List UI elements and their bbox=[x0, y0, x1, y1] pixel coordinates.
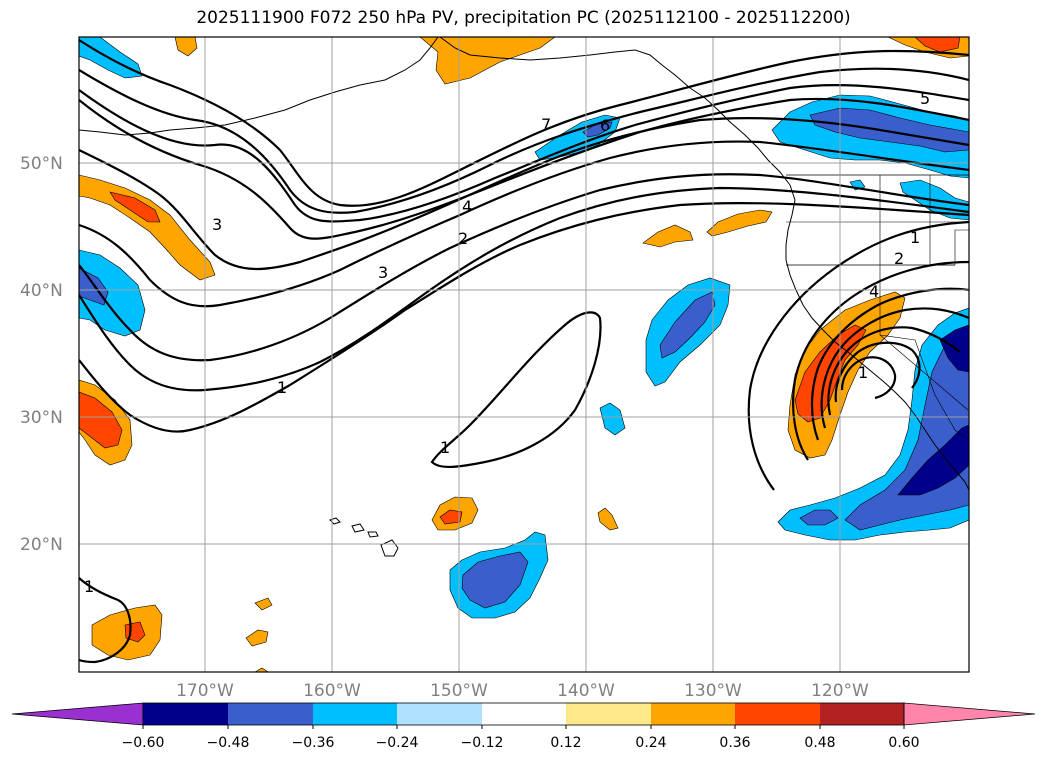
border bbox=[879, 334, 969, 441]
coastlines bbox=[79, 37, 969, 557]
colorbar-tick-label: −0.24 bbox=[376, 735, 419, 751]
colorbar-extend-low bbox=[11, 702, 144, 726]
colorbar-segment bbox=[228, 703, 313, 725]
colorbar-tick-label: −0.48 bbox=[207, 735, 250, 751]
contour-label: 1 bbox=[84, 577, 94, 596]
pv-contour bbox=[792, 260, 969, 461]
colorbar-extend-high bbox=[903, 702, 1036, 726]
colorbar-segment bbox=[566, 703, 651, 725]
colorbar-segment bbox=[313, 703, 397, 725]
precip-patch bbox=[439, 509, 463, 525]
colorbar-tick-label: −0.36 bbox=[292, 735, 335, 751]
contour-label: 3 bbox=[378, 263, 388, 282]
pv-contour bbox=[79, 186, 969, 392]
precip-patch bbox=[254, 597, 273, 611]
pv-contour bbox=[79, 116, 969, 271]
lon-label: 120°W bbox=[811, 681, 869, 701]
colorbar-segment bbox=[397, 703, 482, 725]
precip-patch bbox=[599, 402, 626, 436]
pv-contour bbox=[747, 220, 969, 491]
lat-label: 50°N bbox=[20, 154, 63, 174]
contour-label: 4 bbox=[869, 282, 879, 301]
pv-contour bbox=[79, 140, 969, 308]
colorbar-tick-label: 0.48 bbox=[804, 735, 835, 751]
coastline bbox=[439, 37, 791, 186]
contour-label: 1 bbox=[277, 378, 287, 397]
precip-patch bbox=[419, 37, 556, 85]
contour-label: 2 bbox=[458, 229, 468, 248]
precip-patch bbox=[174, 37, 198, 57]
precip-patch bbox=[254, 667, 269, 672]
pv-contour bbox=[79, 201, 969, 433]
lon-label: 130°W bbox=[684, 681, 742, 701]
contour-label: 3 bbox=[212, 215, 222, 234]
coastline bbox=[329, 517, 341, 525]
colorbar-tick-label: −0.60 bbox=[122, 735, 165, 751]
graticule bbox=[79, 37, 969, 672]
lat-label: 40°N bbox=[20, 281, 63, 301]
colorbar-tick-label: 0.12 bbox=[550, 735, 581, 751]
border bbox=[929, 175, 969, 266]
precip-patch bbox=[914, 37, 961, 53]
precip-patch bbox=[79, 249, 146, 337]
colorbar-border bbox=[142, 702, 905, 726]
lon-label: 170°W bbox=[176, 681, 234, 701]
pv-contour bbox=[79, 39, 969, 207]
contour-label: 1 bbox=[440, 438, 450, 457]
lon-label: 140°W bbox=[557, 681, 615, 701]
map-title: 2025111900 F072 250 hPa PV, precipitatio… bbox=[196, 8, 851, 28]
precip-patch bbox=[659, 291, 716, 359]
precip-patch bbox=[642, 224, 694, 248]
colorbar-segment bbox=[735, 703, 820, 725]
precip-patch bbox=[897, 424, 969, 496]
colorbar-segment bbox=[482, 703, 566, 725]
coastline bbox=[380, 539, 399, 557]
contour-label: 4 bbox=[462, 197, 472, 216]
lat-label: 30°N bbox=[20, 408, 63, 428]
coastline bbox=[785, 184, 969, 491]
colorbar-tick-label: 0.36 bbox=[719, 735, 750, 751]
colorbar: −0.60 −0.48 −0.36 −0.24 −0.12 0.12 0.24 … bbox=[11, 702, 1036, 751]
pv-contour bbox=[79, 173, 969, 362]
contour-label: 7 bbox=[541, 115, 551, 134]
contour-labels: 7 6 5 4 3 3 2 2 1 1 1 1 4 1 bbox=[84, 89, 930, 596]
pv-contour bbox=[79, 84, 969, 223]
pv-contour bbox=[430, 311, 602, 468]
precip-patch bbox=[799, 509, 839, 526]
border bbox=[879, 175, 969, 411]
pv-contour bbox=[810, 287, 969, 441]
precip-patch bbox=[461, 551, 529, 609]
lon-label: 150°W bbox=[430, 681, 488, 701]
map-border bbox=[78, 36, 970, 673]
lat-label: 20°N bbox=[20, 535, 63, 555]
coastline bbox=[367, 531, 379, 538]
precip-patch bbox=[809, 107, 969, 153]
colorbar-segment bbox=[820, 703, 904, 725]
coastline bbox=[351, 523, 365, 533]
precip-patch bbox=[597, 507, 619, 531]
colorbar-segment bbox=[651, 703, 735, 725]
pv-contour bbox=[827, 326, 961, 416]
pv-contour bbox=[820, 307, 969, 429]
colorbar-tick-label: 0.24 bbox=[635, 735, 666, 751]
pv-contour bbox=[840, 356, 897, 400]
pv-contour bbox=[79, 577, 132, 664]
contour-label: 6 bbox=[600, 116, 610, 135]
colorbar-segment bbox=[143, 703, 228, 725]
contour-label: 5 bbox=[920, 89, 930, 108]
contour-label: 1 bbox=[910, 228, 920, 247]
precip-patch bbox=[109, 191, 161, 223]
contour-label: 1 bbox=[858, 363, 868, 382]
contour-label: 2 bbox=[894, 249, 904, 268]
colorbar-tick-label: −0.12 bbox=[461, 735, 504, 751]
precip-patch bbox=[706, 209, 773, 237]
precip-patch bbox=[79, 391, 123, 449]
colorbar-tick-label: 0.60 bbox=[888, 735, 919, 751]
lon-label: 160°W bbox=[303, 681, 361, 701]
precip-patch bbox=[79, 174, 216, 281]
pv-contours bbox=[79, 39, 969, 664]
coastline bbox=[79, 37, 439, 136]
precip-patch bbox=[245, 629, 269, 647]
